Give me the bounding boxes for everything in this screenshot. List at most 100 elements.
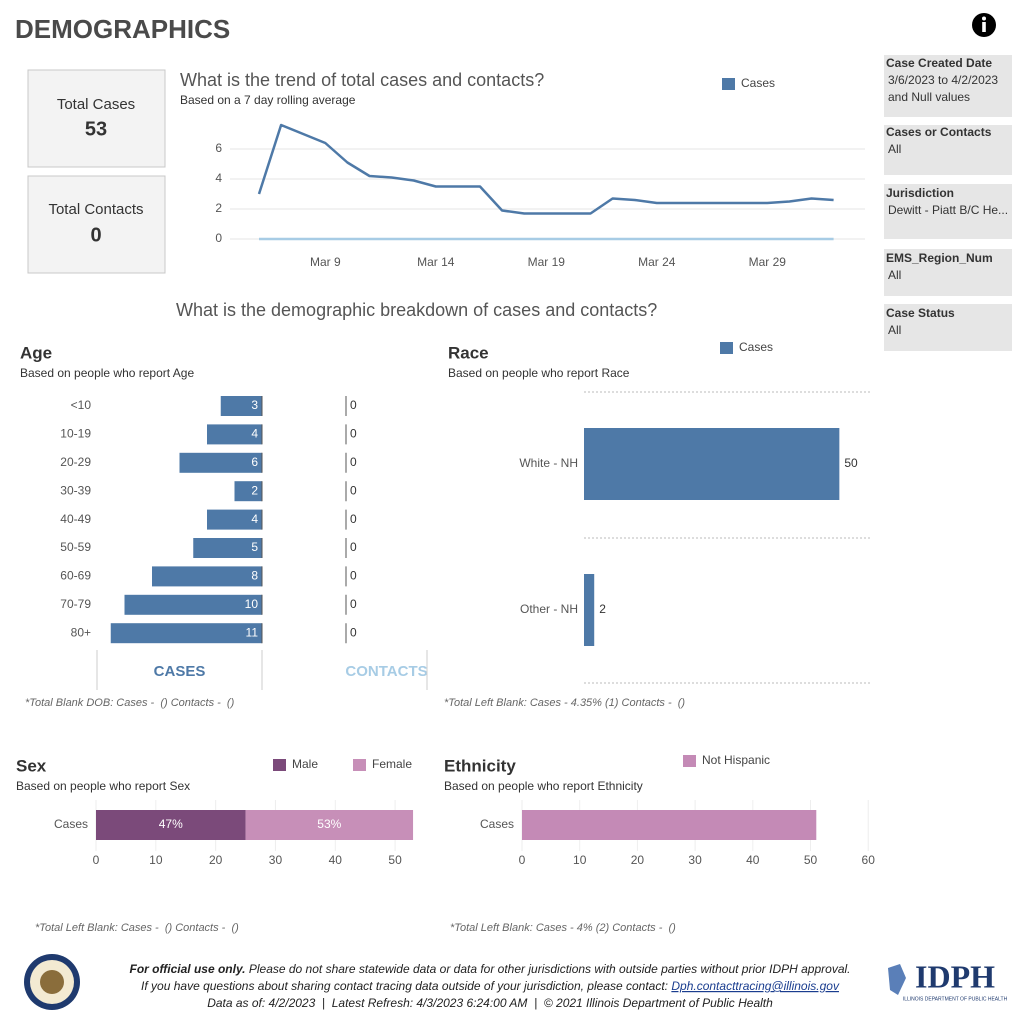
category-label: 10-19 bbox=[60, 427, 91, 441]
footer-email[interactable]: Dph.contacttracing@illinois.gov bbox=[671, 979, 840, 993]
logo-tagline: ILLINOIS DEPARTMENT OF PUBLIC HEALTH bbox=[903, 996, 1008, 1002]
filter[interactable]: EMS_Region_Num All bbox=[884, 249, 1012, 296]
filter-label: EMS_Region_Num bbox=[886, 251, 993, 265]
filter-box bbox=[884, 249, 1012, 296]
legend-label: Female bbox=[372, 757, 412, 771]
seal-center bbox=[40, 970, 64, 994]
chart-title: Ethnicity bbox=[444, 756, 516, 775]
panel-header: CONTACTS bbox=[345, 663, 427, 680]
x-tick-label: 0 bbox=[519, 853, 526, 867]
x-tick-label: 50 bbox=[804, 853, 818, 867]
value-label: 4 bbox=[251, 512, 258, 526]
x-tick-label: 60 bbox=[862, 853, 876, 867]
y-tick-label: 2 bbox=[215, 201, 222, 215]
value-label: 50 bbox=[844, 456, 858, 470]
bar bbox=[584, 428, 840, 500]
chart-title: Race bbox=[448, 343, 489, 362]
filter[interactable]: Jurisdiction Dewitt - Piatt B/C He... bbox=[884, 184, 1012, 239]
section-title: What is the demographic breakdown of cas… bbox=[176, 300, 657, 320]
value-label: 6 bbox=[251, 455, 258, 469]
value-label: 11 bbox=[246, 625, 259, 639]
filter[interactable]: Cases or Contacts All bbox=[884, 125, 1012, 175]
value-label: 0 bbox=[350, 455, 357, 469]
chart-subtitle: Based on people who report Sex bbox=[16, 779, 190, 793]
x-tick-label: 10 bbox=[573, 853, 587, 867]
legend-swatch bbox=[722, 78, 735, 90]
filter-box bbox=[884, 125, 1012, 175]
legend-swatch bbox=[273, 759, 286, 771]
value-label: 8 bbox=[251, 569, 258, 583]
filter-label: Case Created Date bbox=[886, 56, 992, 70]
footer-notice-bold: For official use only. bbox=[129, 962, 245, 976]
filter-label: Jurisdiction bbox=[886, 186, 954, 200]
filter[interactable]: Case Status All bbox=[884, 304, 1012, 351]
chart-title: Age bbox=[20, 343, 52, 362]
kpi-label: Total Cases bbox=[57, 96, 135, 113]
logo-mark bbox=[888, 964, 906, 995]
category-label: White - NH bbox=[519, 456, 578, 470]
value-label: 2 bbox=[251, 483, 258, 497]
category-label: Cases bbox=[54, 817, 88, 831]
info-icon[interactable] bbox=[972, 13, 996, 37]
filter-value: All bbox=[888, 142, 901, 156]
filter-label: Case Status bbox=[886, 306, 955, 320]
filter-value: All bbox=[888, 268, 901, 282]
legend-label: Male bbox=[292, 757, 318, 771]
bar bbox=[245, 810, 414, 840]
x-tick-label: Mar 29 bbox=[749, 255, 787, 269]
value-label: 4 bbox=[251, 427, 258, 441]
state-seal bbox=[24, 954, 80, 1010]
x-tick-label: 40 bbox=[329, 853, 343, 867]
bar bbox=[207, 424, 262, 445]
kpi-label: Total Contacts bbox=[48, 201, 143, 218]
value-label: 0 bbox=[350, 512, 357, 526]
legend-label: Not Hispanic bbox=[702, 753, 770, 767]
chart-note: *Total Blank DOB: Cases - () Contacts - … bbox=[25, 697, 235, 709]
chart-subtitle: Based on people who report Ethnicity bbox=[444, 779, 643, 793]
footer-contact-text: If you have questions about sharing cont… bbox=[141, 979, 671, 993]
filter-value: All bbox=[888, 323, 901, 337]
category-label: Other - NH bbox=[520, 602, 578, 616]
x-tick-label: Mar 14 bbox=[417, 255, 455, 269]
bar bbox=[110, 623, 262, 644]
filter-value: 3/6/2023 to 4/2/2023 bbox=[888, 73, 998, 87]
x-tick-label: 30 bbox=[269, 853, 283, 867]
value-label: 0 bbox=[350, 569, 357, 583]
value-label: 2 bbox=[599, 602, 606, 616]
category-label: 60-69 bbox=[60, 569, 91, 583]
bar bbox=[179, 452, 262, 473]
value-label: 53% bbox=[317, 817, 341, 831]
bar bbox=[220, 396, 262, 416]
page-title: DEMOGRAPHICS bbox=[15, 14, 230, 44]
x-tick-label: 20 bbox=[209, 853, 223, 867]
legend-label: Cases bbox=[739, 340, 773, 354]
legend-swatch bbox=[353, 759, 366, 771]
chart-title: Sex bbox=[16, 756, 47, 775]
category-label: <10 bbox=[71, 398, 92, 412]
filter-value: Dewitt - Piatt B/C He... bbox=[888, 203, 1008, 217]
value-label: 0 bbox=[350, 427, 357, 441]
value-label: 0 bbox=[350, 398, 357, 412]
footer-notice-text: Please do not share statewide data or da… bbox=[246, 962, 851, 976]
y-tick-label: 4 bbox=[215, 171, 222, 185]
filter-box bbox=[884, 55, 1012, 117]
category-label: 30-39 bbox=[60, 483, 91, 497]
x-tick-label: 50 bbox=[388, 853, 402, 867]
kpi-card bbox=[27, 69, 166, 168]
bar bbox=[234, 481, 262, 502]
legend-label: Cases bbox=[741, 76, 775, 90]
filter[interactable]: Case Created Date 3/6/2023 to 4/2/2023 a… bbox=[884, 55, 1012, 117]
x-tick-label: 20 bbox=[631, 853, 645, 867]
bar bbox=[152, 566, 262, 587]
bar bbox=[584, 574, 595, 646]
category-label: 70-79 bbox=[60, 597, 91, 611]
category-label: Cases bbox=[480, 817, 514, 831]
legend-swatch bbox=[720, 342, 733, 354]
x-tick-label: 10 bbox=[149, 853, 163, 867]
x-tick-label: Mar 19 bbox=[528, 255, 566, 269]
panel-header: CASES bbox=[154, 663, 206, 680]
y-tick-label: 6 bbox=[215, 141, 222, 155]
value-label: 0 bbox=[350, 597, 357, 611]
value-label: 10 bbox=[245, 597, 259, 611]
